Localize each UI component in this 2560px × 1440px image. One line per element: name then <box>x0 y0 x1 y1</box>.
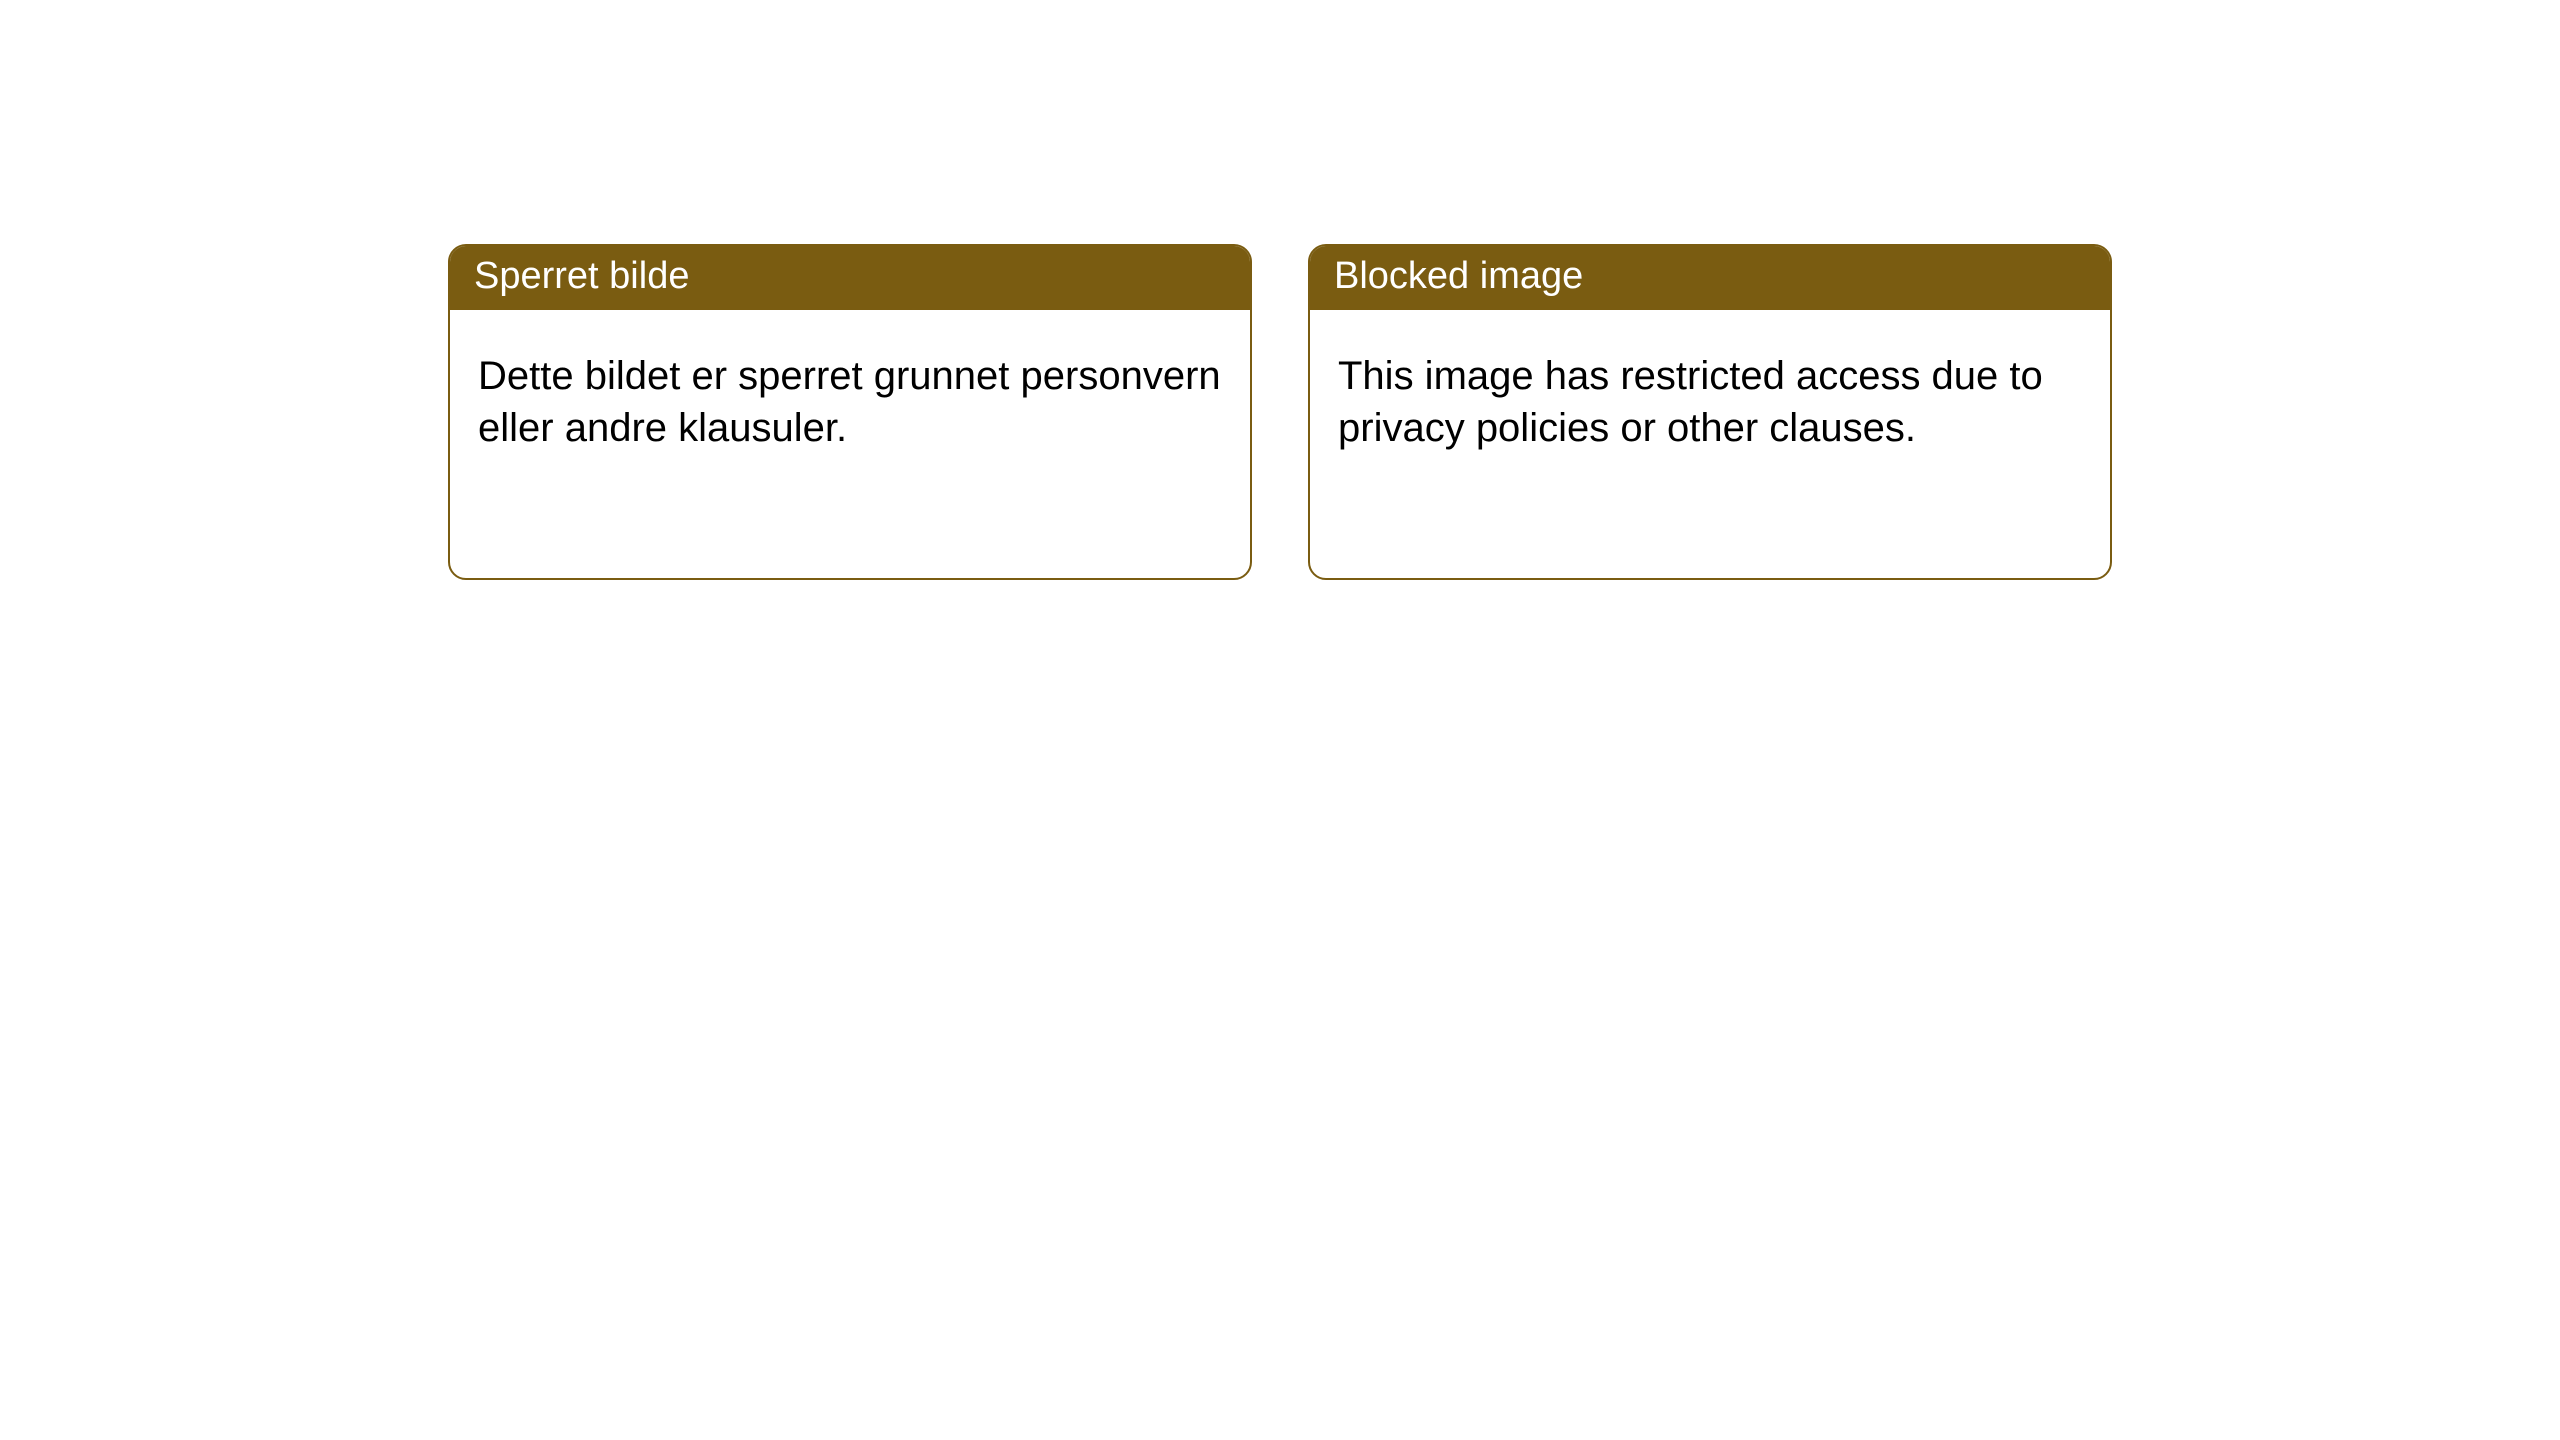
blocked-image-card-no: Sperret bilde Dette bildet er sperret gr… <box>448 244 1252 580</box>
card-title: Blocked image <box>1334 255 1583 297</box>
card-title: Sperret bilde <box>474 255 689 297</box>
card-body-text: This image has restricted access due to … <box>1338 354 2043 450</box>
card-body-text: Dette bildet er sperret grunnet personve… <box>478 354 1221 450</box>
card-body: Dette bildet er sperret grunnet personve… <box>450 310 1250 482</box>
blocked-image-card-en: Blocked image This image has restricted … <box>1308 244 2112 580</box>
card-body: This image has restricted access due to … <box>1310 310 2110 482</box>
card-container: Sperret bilde Dette bildet er sperret gr… <box>0 0 2560 580</box>
card-header: Blocked image <box>1310 246 2110 310</box>
card-header: Sperret bilde <box>450 246 1250 310</box>
